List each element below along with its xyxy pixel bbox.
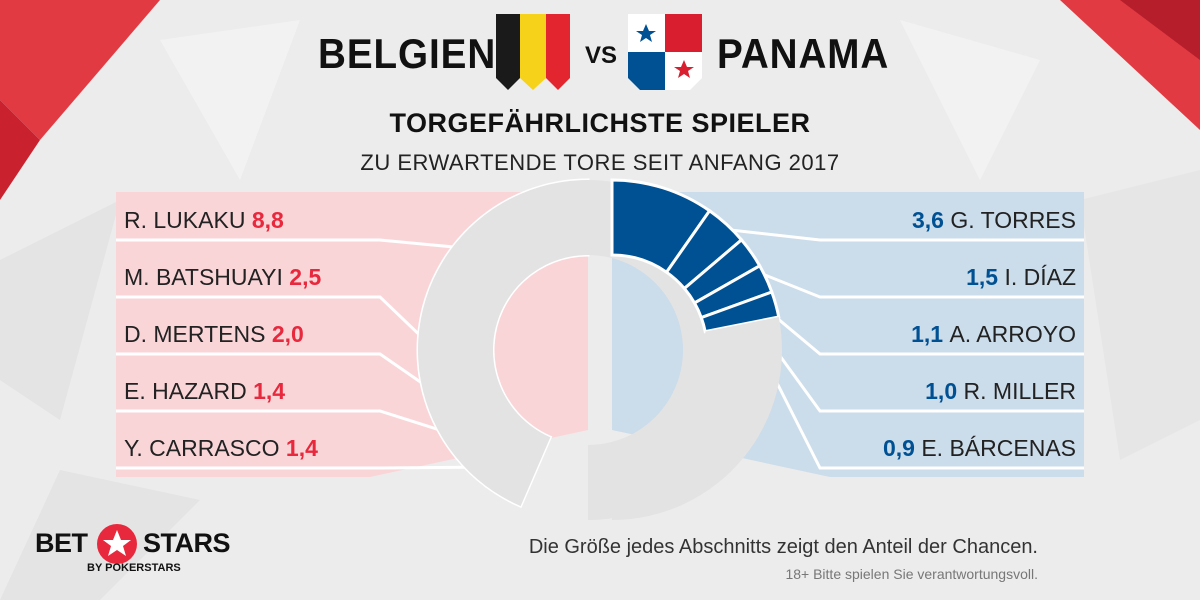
vs-label: VS [585, 42, 618, 69]
chart-footnote: Die Größe jedes Abschnitts zeigt den Ant… [528, 536, 1038, 558]
home-player-label: D. MERTENS 2,0 [124, 321, 304, 347]
betstars-logo: BET STARS BY POKERSTARS [35, 522, 235, 582]
away-player-label: 0,9 E. BÁRCENAS [883, 435, 1076, 461]
star-icon [97, 524, 137, 564]
home-player-label: M. BATSHUAYI 2,5 [124, 264, 321, 290]
team-away-title: PANAMA [717, 30, 890, 77]
panama-flag-icon [628, 14, 702, 90]
logo-byline: BY POKERSTARS [87, 562, 181, 574]
logo-text-stars: STARS [143, 528, 231, 558]
disclaimer-text: 18+ Bitte spielen Sie verantwortungsvoll… [785, 566, 1038, 582]
team-home-title: BELGIEN [318, 30, 497, 77]
away-player-label: 1,0 R. MILLER [925, 378, 1076, 404]
away-player-label: 1,5 I. DÍAZ [966, 264, 1076, 290]
home-player-label: R. LUKAKU 8,8 [124, 207, 284, 233]
chart-subtitle: TORGEFÄHRLICHSTE SPIELER [389, 108, 811, 138]
away-player-label: 3,6 G. TORRES [912, 207, 1076, 233]
home-player-label: Y. CARRASCO 1,4 [124, 435, 318, 461]
away-remainder-segment [612, 317, 783, 520]
belgium-flag-icon [496, 14, 570, 90]
chart-caption: ZU ERWARTENDE TORE SEIT ANFANG 2017 [360, 150, 840, 175]
away-segment-5 [699, 290, 781, 334]
home-connector-5 [116, 465, 521, 470]
home-player-label: E. HAZARD 1,4 [124, 378, 285, 404]
logo-text-bet: BET [35, 528, 88, 558]
away-player-label: 1,1 A. ARROYO [911, 321, 1076, 347]
